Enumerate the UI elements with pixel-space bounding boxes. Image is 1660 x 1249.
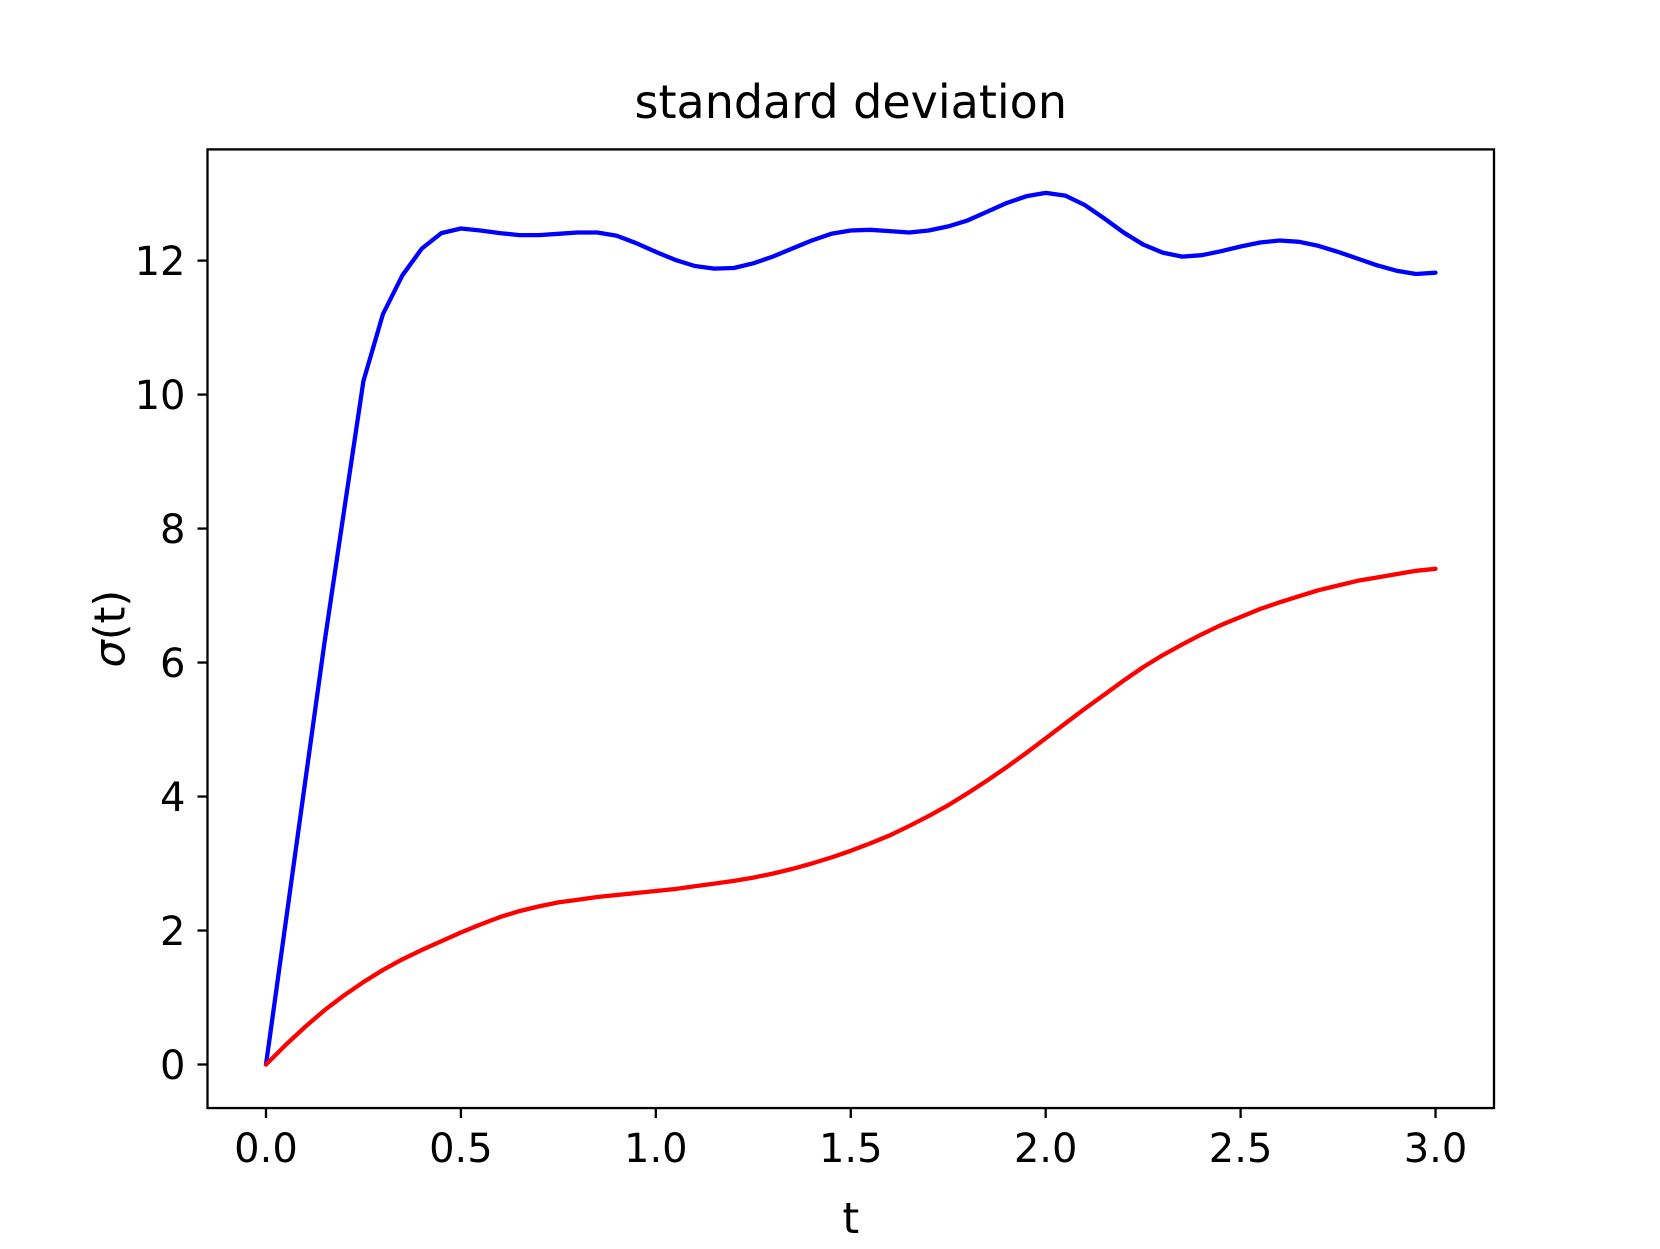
x-tick-label: 1.0: [624, 1126, 688, 1172]
x-tick-label: 0.0: [234, 1126, 298, 1172]
line-series-sigma-blue: [263, 190, 1438, 1067]
x-tick-label: 1.5: [819, 1126, 883, 1172]
y-tick-label: 4: [160, 775, 185, 821]
line-series-sigma-red: [263, 566, 1438, 1067]
y-tick-label: 2: [160, 909, 185, 955]
series-lines: [263, 190, 1438, 1067]
axes-ticks: 0.0 0.5 1.0 1.5 2.0 2.5 3.0 0 2 4 6 8 10 12: [135, 239, 1468, 1172]
y-tick-label: 12: [135, 239, 186, 285]
axes-spines: [206, 148, 1496, 1110]
x-tick-label: 2.5: [1209, 1126, 1273, 1172]
x-tick-label: 2.0: [1014, 1126, 1078, 1172]
y-tick-label: 8: [160, 507, 185, 553]
plot-border: [206, 148, 1496, 1110]
x-tick-label: 3.0: [1404, 1126, 1468, 1172]
y-tick-label: 10: [135, 373, 186, 419]
x-axis-label: t: [842, 1194, 859, 1244]
y-tick-label: 6: [160, 641, 185, 687]
chart-title: standard deviation: [635, 75, 1067, 129]
y-tick-label: 0: [160, 1043, 185, 1089]
x-tick-label: 0.5: [429, 1126, 493, 1172]
y-axis-label: σ(t): [85, 590, 135, 668]
